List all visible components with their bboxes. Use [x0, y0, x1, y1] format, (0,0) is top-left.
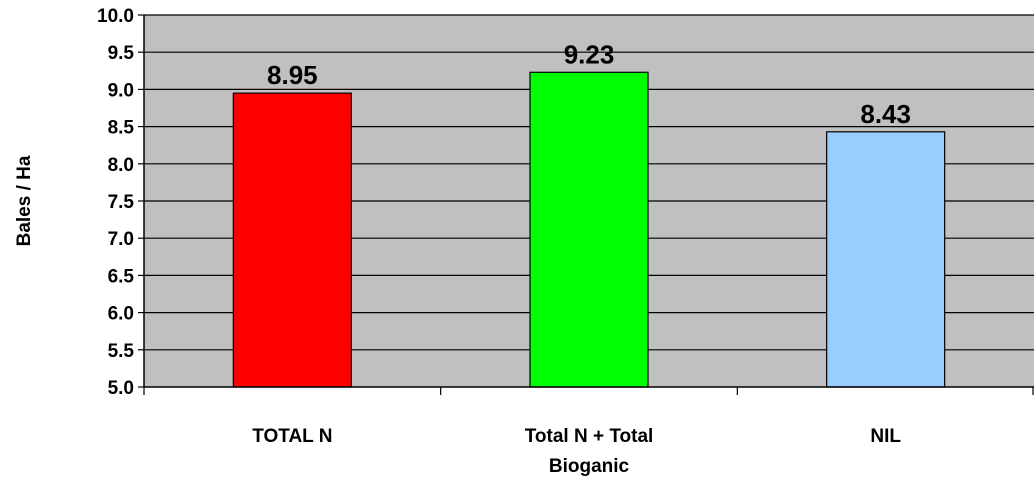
bar	[232, 92, 352, 388]
y-tick-label: 7.5	[108, 192, 135, 213]
y-axis-title: Bales / Ha	[14, 155, 35, 246]
data-label: 8.43	[860, 99, 911, 129]
y-tick-label: 8.5	[108, 118, 135, 139]
data-label: 8.95	[267, 60, 318, 90]
bar	[826, 131, 946, 388]
category-label: TOTAL N	[252, 426, 332, 447]
bar	[529, 71, 649, 388]
y-tick-label: 7.0	[108, 229, 134, 250]
y-tick-label: 9.0	[108, 80, 134, 101]
data-labels: 8.95 9.23 8.43	[267, 39, 911, 129]
y-tick-label: 5.5	[108, 341, 135, 362]
bars	[232, 71, 946, 388]
y-tick-label: 6.5	[108, 266, 135, 287]
category-label: Total N + Total Bioganic	[525, 426, 654, 477]
y-tick-labels: 5.0 5.5 6.0 6.5 7.0 7.5 8.0 8.5 9.0 9.5 10.0	[97, 6, 134, 399]
y-tick-label: 5.0	[108, 378, 134, 399]
y-tick-label: 10.0	[97, 6, 134, 27]
category-labels: TOTAL N Total N + Total Bioganic NIL	[252, 426, 901, 477]
y-tick-label: 6.0	[108, 304, 134, 325]
axes	[138, 14, 1034, 395]
y-tick-label: 8.0	[108, 155, 134, 176]
category-label: NIL	[870, 426, 901, 447]
y-tick-label: 9.5	[108, 43, 135, 64]
data-label: 9.23	[564, 39, 615, 69]
